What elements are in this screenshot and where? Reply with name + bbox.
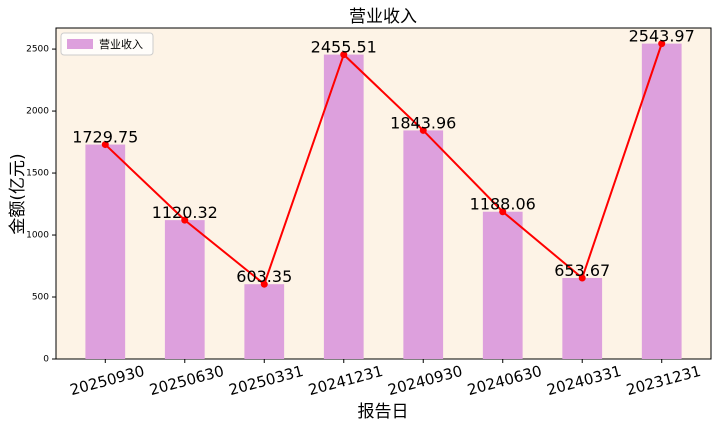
data-label: 1729.75 <box>72 128 138 147</box>
line-point <box>419 126 427 134</box>
bar <box>85 144 126 359</box>
x-tick-label: 20241231 <box>306 362 384 399</box>
x-axis-label: 报告日 <box>358 402 409 422</box>
bar <box>403 130 444 359</box>
x-tick-label: 20240331 <box>545 362 623 399</box>
x-tick-label: 20240630 <box>465 362 543 399</box>
y-tick-label: 2500 <box>26 45 49 55</box>
data-label: 2455.51 <box>311 38 377 57</box>
line-point <box>578 274 586 282</box>
y-tick-label: 1500 <box>26 169 49 179</box>
legend-box <box>60 32 154 56</box>
x-tick-label: 20250930 <box>68 362 146 399</box>
line-point <box>658 40 666 48</box>
line-point <box>181 216 189 224</box>
y-axis-label: 金额(亿元) <box>8 153 28 234</box>
x-tick-label: 20250630 <box>147 362 225 399</box>
data-label: 653.67 <box>554 261 610 280</box>
y-tick-label: 1000 <box>26 231 49 241</box>
line-point <box>260 280 268 288</box>
data-label: 603.35 <box>236 267 292 286</box>
bar <box>244 284 285 359</box>
data-label: 1843.96 <box>390 113 456 132</box>
legend-label: 营业收入 <box>99 37 143 51</box>
data-label: 2543.97 <box>629 27 695 46</box>
bar <box>482 211 523 359</box>
x-tick-label: 20240930 <box>386 362 464 399</box>
bar <box>641 43 682 360</box>
bar <box>164 220 205 359</box>
bar <box>562 277 603 359</box>
line-point <box>499 208 507 216</box>
line-point <box>101 141 109 149</box>
plot-area <box>55 27 712 360</box>
y-tick-label: 500 <box>32 293 49 303</box>
y-tick-label: 0 <box>43 355 49 365</box>
bar <box>323 54 364 359</box>
legend-swatch <box>67 39 93 49</box>
y-tick-label: 2000 <box>26 107 49 117</box>
data-label: 1188.06 <box>470 195 536 214</box>
chart-title: 营业收入 <box>349 7 417 27</box>
data-label: 1120.32 <box>152 203 218 222</box>
x-tick-label: 20231231 <box>624 362 702 399</box>
x-tick-label: 20250331 <box>227 362 305 399</box>
trend-line <box>104 43 663 286</box>
line-point <box>340 51 348 59</box>
